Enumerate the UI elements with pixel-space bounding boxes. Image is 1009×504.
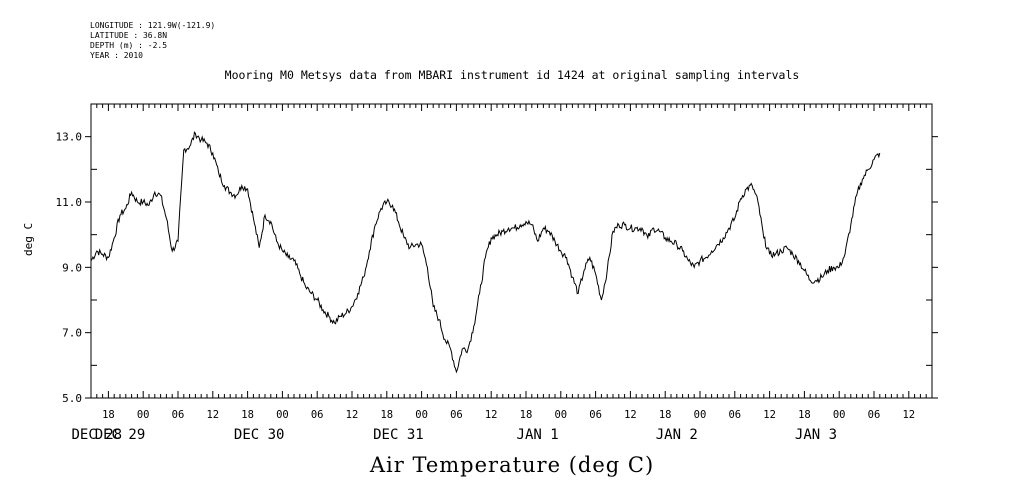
longitude-text: LONGITUDE : 121.9W(-121.9)	[90, 21, 216, 30]
axis-tick-labels: 18 00 06 12 18 00 06 12 18 00 06 12 18 00 06 12 18 00 06 12…	[56, 131, 916, 443]
station-metadata: LONGITUDE : 121.9W(-121.9) LATITUDE : 36…	[90, 21, 215, 61]
x-tick-label: 12	[763, 409, 776, 421]
x-tick-label: 12	[346, 409, 359, 421]
x-tick-label: 00	[276, 409, 289, 421]
x-tick-label: 12	[624, 409, 637, 421]
x-tick-label: 18	[520, 409, 533, 421]
day-label: DEC 30	[234, 427, 285, 443]
x-tick-label: 06	[868, 409, 881, 421]
x-tick-label: 00	[554, 409, 567, 421]
day-label: JAN 3	[795, 427, 837, 443]
x-tick-label: 18	[102, 409, 115, 421]
x-axis-label: Air Temperature (deg C)	[369, 453, 655, 477]
chart-title: Mooring M0 Metsys data from MBARI instru…	[224, 68, 800, 82]
day-label: DEC 31	[373, 427, 424, 443]
year-text: YEAR : 2010	[90, 51, 143, 60]
x-tick-label: 00	[415, 409, 428, 421]
x-tick-label: 06	[311, 409, 324, 421]
day-label: DEC 28	[72, 427, 123, 443]
x-tick-label: 06	[728, 409, 741, 421]
y-tick-label: 11.0	[56, 196, 83, 209]
x-tick-label: 06	[172, 409, 185, 421]
x-tick-label: 12	[206, 409, 219, 421]
day-label: JAN 2	[656, 427, 698, 443]
plot-frame	[90, 103, 933, 399]
x-tick-label: 12	[902, 409, 915, 421]
depth-text: DEPTH (m) : -2.5	[90, 41, 168, 50]
x-tick-label: 18	[241, 409, 254, 421]
y-tick-label: 9.0	[62, 261, 82, 274]
y-tick-label: 13.0	[56, 131, 83, 144]
x-tick-label: 00	[694, 409, 707, 421]
x-tick-label: 18	[798, 409, 811, 421]
y-tick-label: 5.0	[62, 392, 82, 405]
x-tick-label: 00	[137, 409, 150, 421]
x-tick-label: 12	[485, 409, 498, 421]
x-tick-label: 06	[589, 409, 602, 421]
y-tick-label: 7.0	[62, 327, 82, 340]
x-tick-label: 00	[833, 409, 846, 421]
latitude-text: LATITUDE : 36.8N	[90, 31, 168, 40]
x-tick-label: 18	[380, 409, 393, 421]
axis-ticks	[85, 103, 938, 399]
x-tick-label: 06	[450, 409, 463, 421]
day-label: JAN 1	[517, 427, 559, 443]
x-tick-label: 18	[659, 409, 672, 421]
day-label: DEC 29	[95, 427, 146, 443]
series-line	[90, 131, 881, 374]
